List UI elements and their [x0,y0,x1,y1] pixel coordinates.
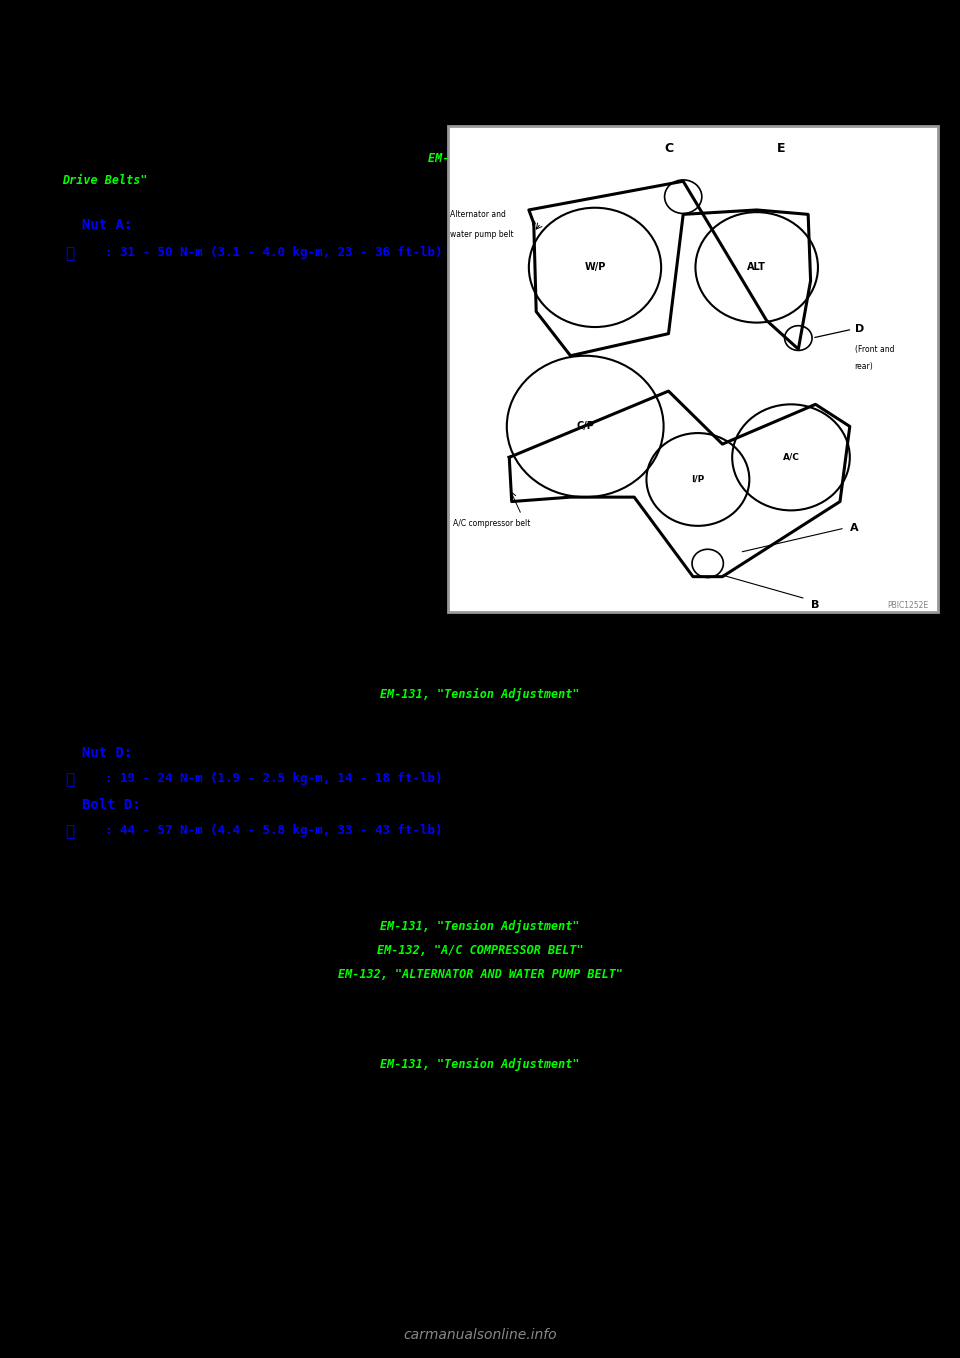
Text: B: B [811,600,820,610]
Text: A: A [851,523,859,534]
Text: Nut D:: Nut D: [82,746,132,760]
Text: Alternator and: Alternator and [450,210,506,219]
Text: EM-131, "Checking: EM-131, "Checking [428,152,549,166]
Text: C: C [664,141,673,155]
Text: ⧖: ⧖ [65,771,74,788]
Text: carmanualsonline.info: carmanualsonline.info [403,1328,557,1342]
Text: Bolt D:: Bolt D: [82,799,140,812]
Text: EM-131, "Tension Adjustment": EM-131, "Tension Adjustment" [380,919,580,933]
Text: ⧖: ⧖ [65,246,74,261]
Text: ⧖: ⧖ [65,824,74,839]
Text: W/P: W/P [585,262,606,273]
Text: Nut A:: Nut A: [82,219,132,232]
Text: C/P: C/P [576,421,594,432]
Text: EM-131, "Tension Adjustment": EM-131, "Tension Adjustment" [380,1058,580,1071]
Text: EM-131, "Tension Adjustment": EM-131, "Tension Adjustment" [380,689,580,701]
Text: EM-132, "A/C COMPRESSOR BELT": EM-132, "A/C COMPRESSOR BELT" [376,944,584,957]
Text: : 44 - 57 N-m (4.4 - 5.8 kg-m, 33 - 43 ft-lb): : 44 - 57 N-m (4.4 - 5.8 kg-m, 33 - 43 f… [105,824,443,837]
Text: water pump belt: water pump belt [450,230,514,239]
Text: D: D [854,325,864,334]
Text: : 19 - 24 N-m (1.9 - 2.5 kg-m, 14 - 18 ft-lb): : 19 - 24 N-m (1.9 - 2.5 kg-m, 14 - 18 f… [105,771,443,785]
Bar [448,126,938,612]
Text: : 31 - 50 N-m (3.1 - 4.0 kg-m, 23 - 36 ft-lb): : 31 - 50 N-m (3.1 - 4.0 kg-m, 23 - 36 f… [105,246,443,259]
Text: A/C: A/C [782,452,800,462]
Text: PBIC1252E: PBIC1252E [887,600,928,610]
Text: Drive Belts": Drive Belts" [62,174,148,187]
Text: (Front and: (Front and [854,345,894,353]
Text: EM-132, "ALTERNATOR AND WATER PUMP BELT": EM-132, "ALTERNATOR AND WATER PUMP BELT" [338,968,622,980]
Text: I/P: I/P [691,475,705,483]
Text: A/C compressor belt: A/C compressor belt [453,519,530,528]
Text: rear): rear) [854,363,874,371]
Text: ALT: ALT [747,262,766,273]
Text: E: E [777,141,785,155]
